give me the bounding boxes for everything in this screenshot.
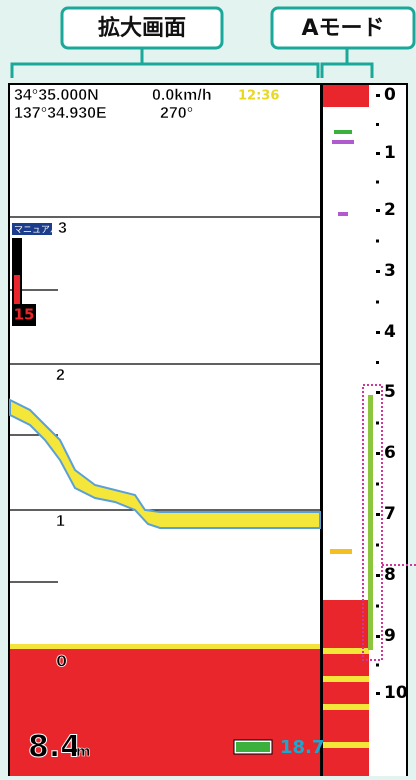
scale-tick — [376, 331, 380, 334]
surface-echo — [323, 85, 369, 107]
depth-unit: m — [76, 744, 91, 760]
fish-echo — [332, 140, 354, 144]
bottom-band — [323, 704, 369, 710]
scale-dot — [376, 422, 379, 425]
amode-scale-label: 8 — [384, 565, 396, 585]
bottom-band — [323, 676, 369, 682]
scale-tick — [376, 692, 380, 695]
fish-echo — [330, 549, 352, 554]
page: 拡大画面 Aモード 34°35.000N 137°34.930E 0.0km/h… — [0, 0, 416, 776]
scale-dot — [376, 301, 379, 304]
amode-scale-label: 0 — [384, 85, 396, 105]
scale-tick — [376, 391, 380, 394]
scale-dot — [376, 123, 379, 126]
amode-scale-label: 5 — [384, 382, 396, 402]
fish-echo — [334, 130, 352, 134]
amode-scale-label: 7 — [384, 504, 396, 524]
scale-tick — [376, 94, 380, 97]
seabed-edge — [10, 644, 320, 649]
gain-fill — [14, 275, 20, 304]
amode-scale-label: 9 — [384, 626, 396, 646]
amode-scale-label: 2 — [384, 200, 396, 220]
amode-scale-label: 3 — [384, 261, 396, 281]
bottom-echo — [323, 600, 369, 776]
time: 12:36 — [238, 89, 279, 104]
battery-level — [236, 742, 270, 752]
zoom-depth-label: 3 — [58, 220, 67, 237]
scale-tick — [376, 270, 380, 273]
amode-bar — [368, 395, 373, 650]
heading: 270° — [160, 105, 193, 122]
bottom-band — [323, 742, 369, 748]
scale-tick — [376, 574, 380, 577]
amode-scale-label: 10 — [384, 683, 408, 703]
tab-label: 拡大画面 — [98, 16, 186, 41]
scale-tick — [376, 452, 380, 455]
scale-dot — [376, 605, 379, 608]
depth-value: 8.4 — [28, 730, 81, 765]
zoom-depth-label: 1 — [56, 513, 65, 530]
speed: 0.0km/h — [152, 87, 212, 104]
amode-scale-label: 1 — [384, 143, 396, 163]
amode-scale-label: 6 — [384, 443, 396, 463]
scale-dot — [376, 361, 379, 364]
gain-mode: マニュアル — [14, 226, 59, 236]
scale-dot — [376, 544, 379, 547]
tab-label: Aモード — [301, 16, 384, 41]
gain-level: 15 — [14, 306, 35, 324]
longitude: 137°34.930E — [14, 105, 107, 122]
scale-tick — [376, 513, 380, 516]
zoom-depth-label: 2 — [56, 367, 65, 384]
fish-echo — [338, 212, 348, 216]
bracket — [322, 64, 372, 78]
scale-dot — [376, 240, 379, 243]
scale-dot — [376, 483, 379, 486]
latitude: 34°35.000N — [14, 87, 99, 104]
scale-tick — [376, 152, 380, 155]
zoom-depth-label: 0 — [56, 652, 67, 671]
bracket — [12, 64, 318, 78]
amode-scale-label: 4 — [384, 322, 396, 342]
scale-tick — [376, 209, 380, 212]
scale-tick — [376, 635, 380, 638]
scale-dot — [376, 181, 379, 184]
scale-dot — [376, 664, 379, 667]
